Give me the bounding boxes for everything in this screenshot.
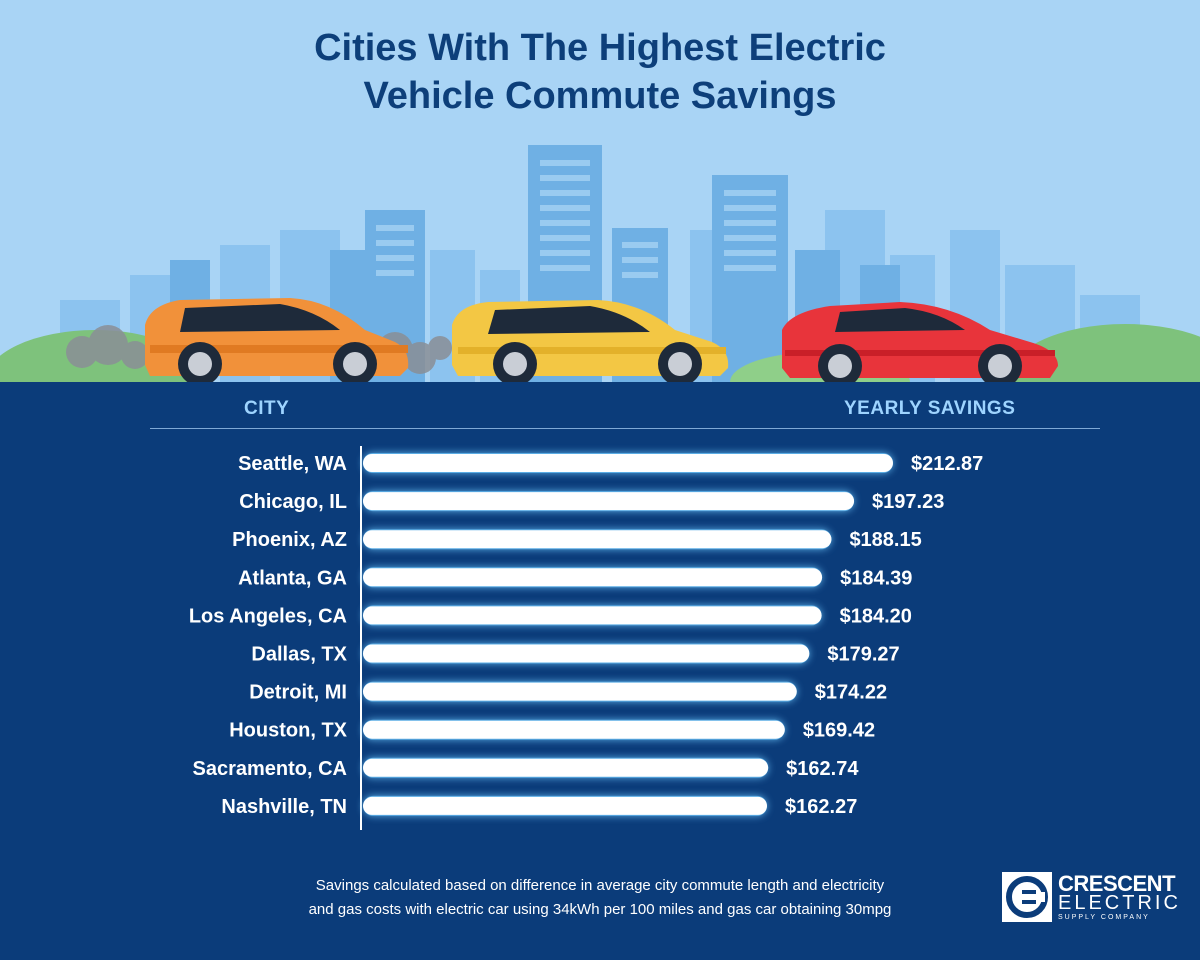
value-label: $162.27	[785, 796, 857, 818]
city-label: Dallas, TX	[251, 644, 347, 666]
value-label: $174.22	[815, 682, 887, 704]
value-label: $169.42	[803, 720, 875, 742]
value-label: $179.27	[827, 644, 899, 666]
value-label: $184.20	[840, 605, 912, 627]
city-label: Nashville, TN	[221, 796, 347, 818]
bar	[363, 796, 768, 815]
savings-column-header: YEARLY SAVINGS	[844, 398, 1016, 419]
footnote-line-2: and gas costs with electric car using 34…	[308, 901, 892, 918]
bar	[363, 758, 769, 777]
yellow-car-icon	[452, 300, 729, 382]
logo-name: CRESCENT	[1058, 871, 1176, 896]
bar	[363, 568, 823, 587]
city-column-header: CITY	[244, 398, 290, 419]
city-skyline-illustration	[0, 145, 1200, 382]
city-label: Chicago, IL	[239, 491, 347, 513]
header-divider	[150, 428, 1100, 429]
red-car-icon	[782, 302, 1058, 382]
logo-subtitle: ELECTRIC	[1058, 892, 1181, 914]
city-label: Houston, TX	[229, 720, 347, 742]
bar	[363, 606, 822, 625]
crescent-logo-icon	[1002, 872, 1052, 922]
city-label: Seattle, WA	[238, 453, 347, 475]
hero-illustration: Cities With The Highest Electric Vehicle…	[0, 0, 1200, 382]
footnote-line-1: Savings calculated based on difference i…	[315, 877, 885, 894]
footnote: Savings calculated based on difference i…	[240, 874, 960, 922]
bars-group: Seattle, WA $212.87 Chicago, IL $197.23 Phoe…	[189, 453, 983, 818]
bar	[363, 454, 893, 472]
logo-tagline: SUPPLY COMPANY	[1058, 914, 1150, 921]
value-label: $197.23	[872, 491, 944, 513]
title-line-2: Vehicle Commute Savings	[363, 75, 837, 117]
chart-panel	[0, 382, 1200, 960]
value-label: $162.74	[786, 758, 859, 780]
title-line-1: Cities With The Highest Electric	[314, 27, 886, 69]
company-logo: CRESCENT ELECTRIC SUPPLY COMPANY	[1002, 870, 1178, 926]
city-label: Detroit, MI	[249, 682, 347, 704]
chart-title: Cities With The Highest Electric Vehicle…	[0, 24, 1200, 120]
bar	[363, 492, 855, 511]
bar	[363, 644, 810, 663]
city-label: Atlanta, GA	[238, 567, 347, 589]
bar	[363, 720, 785, 739]
value-label: $212.87	[911, 453, 983, 475]
bar	[363, 682, 797, 701]
city-label: Phoenix, AZ	[232, 529, 347, 551]
bar	[363, 530, 832, 549]
value-label: $188.15	[849, 529, 921, 551]
city-label: Sacramento, CA	[193, 758, 348, 780]
city-label: Los Angeles, CA	[189, 605, 347, 627]
value-label: $184.39	[840, 567, 912, 589]
orange-car-icon	[145, 298, 409, 382]
